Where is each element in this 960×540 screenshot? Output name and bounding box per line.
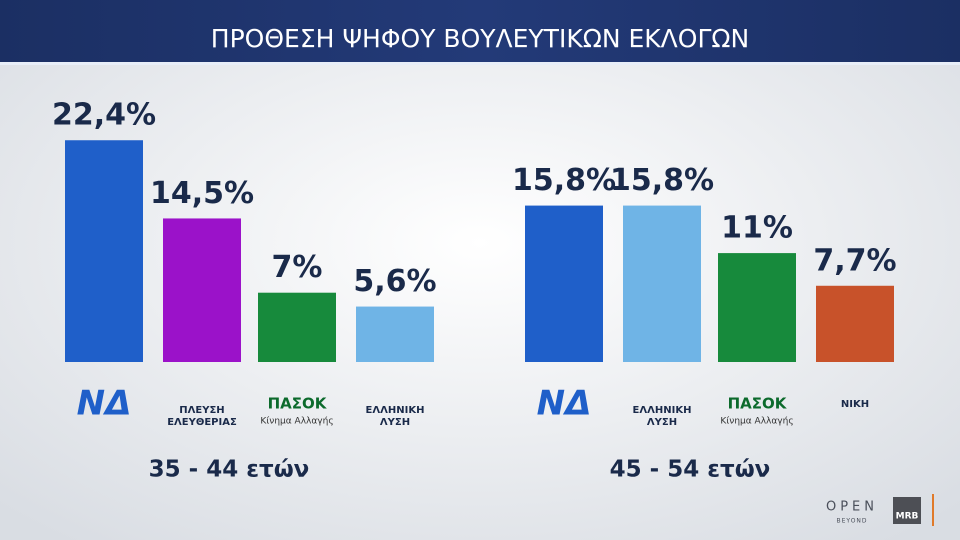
bar [356,306,434,362]
category-note: Κίνημα Αλλαγής [260,417,333,427]
category-label: ΝΔ [537,384,592,424]
value-label: 5,6% [353,264,436,299]
value-label: 15,8% [512,163,616,198]
category-label: ΝΙΚΗ [841,399,869,410]
category-line: ΕΛΛΗΝΙΚΗ [366,405,425,416]
category-label: ΠΛΕΥΣΗ ΕΛΕΥΘΕΡΙΑΣ [167,405,237,428]
value-label: 7,7% [813,243,896,278]
category-line: ΕΛΕΥΘΕΡΙΑΣ [167,417,237,428]
category-label: ΠΑΣΟΚ [728,395,788,413]
header-band [0,0,960,62]
bar [163,218,241,362]
bar [718,253,796,362]
title: ΠΡΟΘΕΣΗ ΨΗΦΟΥ ΒΟΥΛΕΥΤΙΚΩΝ ΕΚΛΟΓΩΝ [211,24,749,53]
bar [816,285,894,362]
x-axis-label: 35 - 44 ετών [149,457,310,483]
category-line: ΕΛΛΗΝΙΚΗ [633,405,692,416]
category-line: ΛΥΣΗ [647,417,677,428]
category-label: ΕΛΛΗΝΙΚΗ ΛΥΣΗ [366,405,425,428]
brand: OPEN [826,500,878,515]
bar [525,205,603,362]
footer-rule [932,494,934,526]
category-line: ΠΛΕΥΣΗ [179,405,224,416]
bar [623,205,701,362]
category-note: Κίνημα Αλλαγής [720,417,793,427]
source-box [893,497,921,524]
bar [258,292,336,362]
bar [65,140,143,362]
category-line: ΛΥΣΗ [380,417,410,428]
value-label: 7% [272,250,323,285]
x-axis-label: 45 - 54 ετών [610,457,771,483]
category-label: ΕΛΛΗΝΙΚΗ ΛΥΣΗ [633,405,692,428]
category-label: ΝΔ [77,384,132,424]
header-rule [0,62,960,65]
brand-sub: BEYOND [836,518,867,525]
value-label: 15,8% [610,163,714,198]
footer: OPEN BEYOND MRB [826,494,934,526]
value-label: 14,5% [150,176,254,211]
category-label: ΠΑΣΟΚ [268,395,328,413]
value-label: 22,4% [52,98,156,133]
source: MRB [896,512,919,522]
value-label: 11% [721,211,793,246]
